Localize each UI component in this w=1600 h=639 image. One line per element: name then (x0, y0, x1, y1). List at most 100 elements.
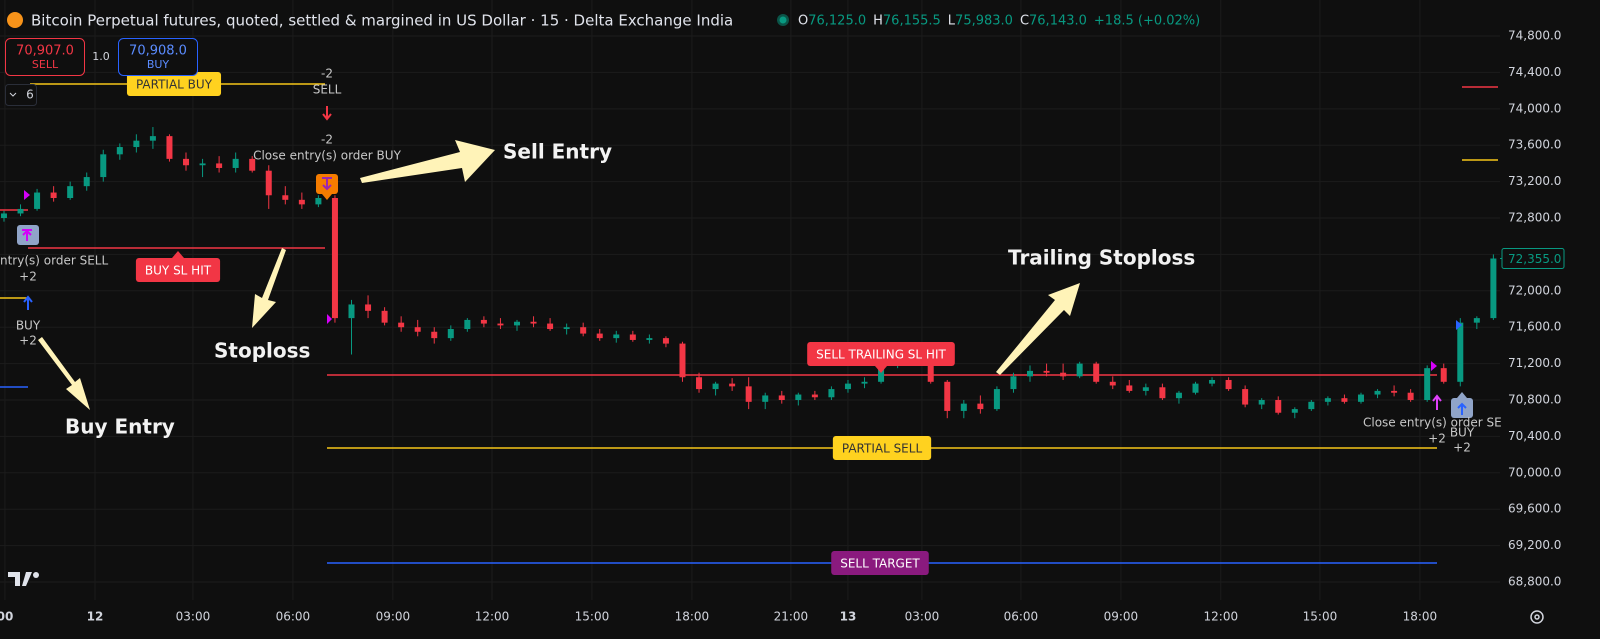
candle-body (1357, 394, 1364, 402)
y-tick-label: 74,800.0 (1508, 29, 1561, 43)
candle-body (232, 158, 239, 168)
sell-label: SELL (32, 58, 59, 71)
level-label: PARTIAL BUY (136, 77, 213, 91)
close-marker-icon (322, 177, 332, 191)
x-tick-label: 18:00 (675, 610, 710, 624)
y-tick-label: 68,800.0 (1508, 574, 1561, 588)
logo (33, 572, 39, 578)
trade-label: -2 (321, 133, 333, 147)
candle-body (960, 403, 967, 411)
trade-label: +2 (1428, 432, 1446, 446)
candles (0, 127, 1497, 419)
x-tick-label: 15:00 (1303, 610, 1338, 624)
callout: Sell Entry (503, 140, 612, 164)
y-tick-label: 70,800.0 (1508, 393, 1561, 407)
candle-body (1142, 387, 1149, 391)
candle-body (1093, 363, 1100, 382)
y-tick-label: 72,000.0 (1508, 283, 1561, 297)
candle-body (696, 377, 703, 390)
x-tick-label: 06:00 (276, 610, 311, 624)
candle-body (34, 192, 41, 209)
ohlc-key: C (1020, 14, 1029, 29)
candle-body (50, 192, 57, 198)
candle-body (116, 147, 123, 155)
candle-body (1490, 258, 1497, 319)
level-label-box (832, 435, 932, 460)
y-tick-label: 71,200.0 (1508, 356, 1561, 370)
settings-icon[interactable] (1530, 610, 1544, 624)
trade-label: +2 (19, 270, 37, 284)
ohlc-value: 75,983.0 (955, 14, 1013, 29)
callout-arrow (252, 248, 286, 328)
logo (8, 572, 32, 586)
candle-body (1424, 368, 1431, 400)
candle-body (183, 158, 190, 166)
settings-icon (1534, 614, 1540, 620)
candle-body (1324, 398, 1331, 402)
x-tick-label: 15:00 (575, 610, 610, 624)
buy-button[interactable] (118, 38, 198, 76)
candle-body (282, 195, 289, 200)
candle-body (464, 319, 471, 330)
trade-label: BUY (1450, 426, 1475, 440)
y-tick-label: 70,400.0 (1508, 429, 1561, 443)
callout: Buy Entry (65, 415, 175, 439)
candle-body (249, 158, 256, 171)
label-pointer (172, 251, 184, 258)
candle-body (1473, 318, 1480, 323)
candle-body (729, 383, 736, 387)
candle-body (530, 321, 537, 324)
candle-body (1291, 409, 1298, 413)
candle-body (100, 154, 107, 178)
x-tick-label: 12:00 (1204, 610, 1239, 624)
buy-price: 70,908.0 (129, 44, 187, 59)
level-label: BUY SL HIT (145, 264, 212, 278)
label-pointer (875, 366, 887, 373)
candle-body (1175, 392, 1182, 399)
level-label-box (126, 71, 222, 96)
sell-button[interactable] (5, 38, 85, 76)
intervals: 6 (26, 88, 34, 102)
ohlc-value: 76,125.0 (808, 14, 866, 29)
candle-body (828, 389, 835, 398)
candle-body (315, 197, 322, 205)
marker-pointer (322, 194, 332, 200)
candle-body (431, 331, 438, 339)
candle-body (480, 319, 487, 324)
y-tick-label: 74,000.0 (1508, 101, 1561, 115)
y-tick-label: 71,600.0 (1508, 320, 1561, 334)
buy-label: BUY (147, 58, 170, 71)
candle-body (861, 381, 868, 384)
ohlc-key: O (798, 14, 808, 29)
candle-body (993, 389, 1000, 410)
candle-body (811, 394, 818, 398)
trade-label: Close entry(s) order BUY (253, 149, 401, 163)
trade-label: +2 (19, 334, 37, 348)
candle-body (580, 327, 587, 334)
y-tick-label: 70,000.0 (1508, 465, 1561, 479)
x-tick-label: 18:00 (1403, 610, 1438, 624)
candle-body (745, 386, 752, 402)
level-label-box (831, 550, 929, 575)
candle-body (298, 199, 305, 205)
candle-body (265, 170, 272, 196)
candle-body (1225, 379, 1232, 390)
candle-body (613, 334, 620, 339)
level-label: SELL TARGET (840, 556, 920, 570)
candle-body (447, 329, 454, 339)
candle-body (679, 343, 686, 378)
y-tick-label: 72,800.0 (1508, 211, 1561, 225)
candle-body (1258, 400, 1265, 405)
candle-body (1159, 387, 1166, 399)
candle-body (1010, 376, 1017, 390)
buy-arrow (23, 295, 33, 310)
candle-body (1126, 385, 1133, 391)
candle-body (563, 327, 570, 330)
x-tick-label: 09:00 (376, 610, 411, 624)
candle-body (1209, 379, 1216, 384)
ohlc-key: L (948, 14, 956, 29)
last-price-box (1501, 248, 1565, 270)
candle-body (547, 323, 554, 330)
intervals-button[interactable] (5, 84, 37, 106)
